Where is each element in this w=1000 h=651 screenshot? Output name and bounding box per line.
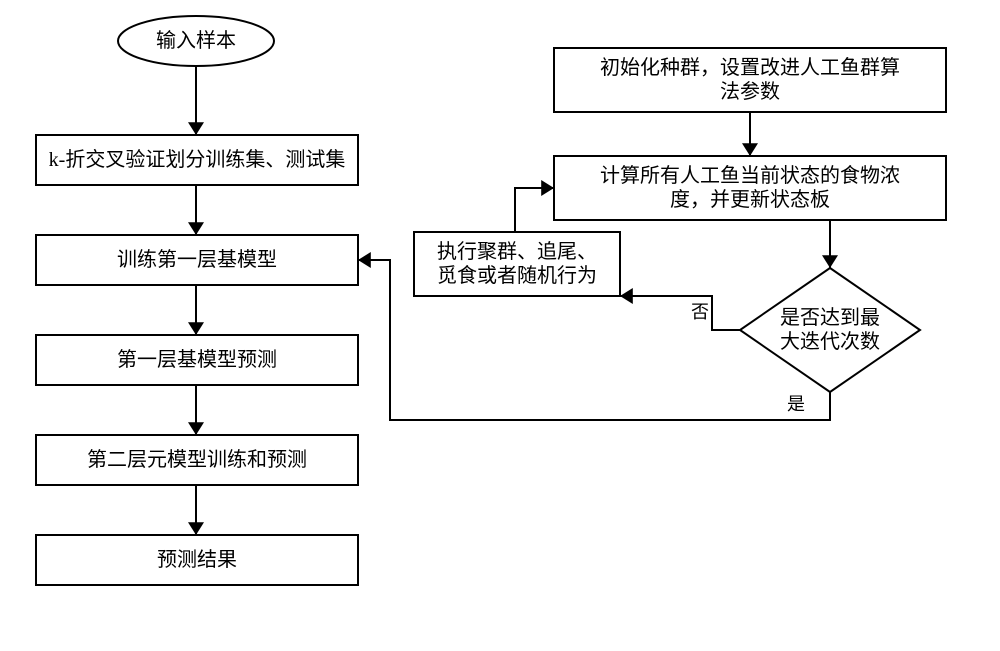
node-start: 输入样本: [118, 16, 274, 66]
node-cond-text-0: 是否达到最: [780, 306, 880, 329]
node-train1-text-0: 训练第一层基模型: [117, 248, 277, 271]
node-behave-text-1: 觅食或者随机行为: [437, 264, 597, 287]
e-kfold-train1-arrow: [188, 222, 204, 235]
node-init-text-1: 法参数: [720, 80, 780, 103]
e-cond-no-label: 否: [691, 302, 709, 322]
node-result: 预测结果: [36, 535, 358, 585]
e-behave-calc: [515, 188, 554, 232]
e-cond-yes-label: 是: [787, 394, 805, 414]
node-init: 初始化种群，设置改进人工鱼群算法参数: [554, 48, 946, 112]
node-cond: 是否达到最大迭代次数: [740, 268, 920, 392]
node-calc-text-1: 度，并更新状态板: [670, 188, 830, 211]
node-init-text-0: 初始化种群，设置改进人工鱼群算: [600, 56, 900, 79]
flowchart-canvas: 否是 输入样本 k-折交叉验证划分训练集、测试集训练第一层基模型第一层基模型预测第二…: [0, 0, 1000, 651]
e-cond-yes-arrow: [358, 252, 371, 268]
e-start-kfold-arrow: [188, 122, 204, 135]
node-train1: 训练第一层基模型: [36, 235, 358, 285]
node-calc: 计算所有人工鱼当前状态的食物浓度，并更新状态板: [554, 156, 946, 220]
e-cond-no: [620, 296, 740, 330]
node-pred1: 第一层基模型预测: [36, 335, 358, 385]
node-behave: 执行聚群、追尾、觅食或者随机行为: [414, 232, 620, 296]
e-behave-calc-arrow: [541, 180, 554, 196]
e-train2-result-arrow: [188, 522, 204, 535]
e-init-calc-arrow: [742, 143, 758, 156]
node-calc-text-0: 计算所有人工鱼当前状态的食物浓: [600, 164, 900, 187]
nodes: 输入样本 k-折交叉验证划分训练集、测试集训练第一层基模型第一层基模型预测第二层元…: [36, 16, 946, 585]
node-behave-text-0: 执行聚群、追尾、: [437, 240, 597, 263]
e-train1-pred1-arrow: [188, 322, 204, 335]
node-kfold: k-折交叉验证划分训练集、测试集: [36, 135, 358, 185]
node-result-text-0: 预测结果: [157, 548, 237, 571]
e-pred1-train2-arrow: [188, 422, 204, 435]
node-kfold-text-0: k-折交叉验证划分训练集、测试集: [49, 148, 346, 171]
node-pred1-text-0: 第一层基模型预测: [117, 348, 277, 371]
e-calc-cond-arrow: [822, 255, 838, 268]
node-cond-text-1: 大迭代次数: [780, 330, 880, 353]
e-cond-no-arrow: [620, 288, 633, 304]
node-train2-text-0: 第二层元模型训练和预测: [87, 448, 307, 471]
node-start-text-0: 输入样本: [156, 29, 236, 52]
node-train2: 第二层元模型训练和预测: [36, 435, 358, 485]
